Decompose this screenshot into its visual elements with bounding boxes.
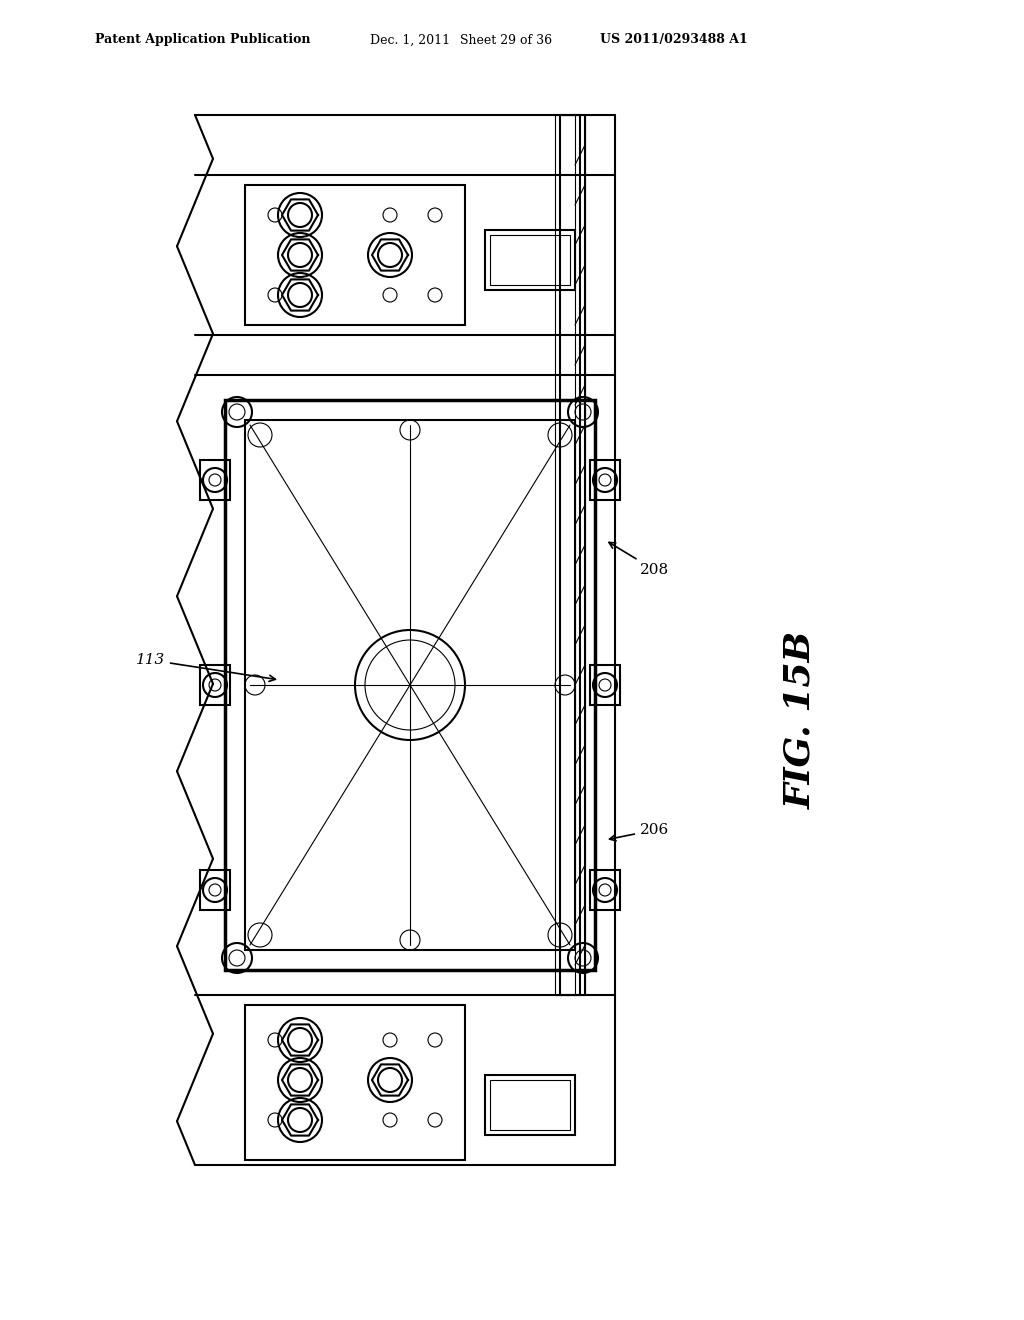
Bar	[590, 459, 620, 500]
Bar	[200, 665, 230, 705]
Bar	[245, 1005, 465, 1160]
Text: 113: 113	[136, 653, 275, 681]
Text: Patent Application Publication: Patent Application Publication	[95, 33, 310, 46]
Text: Dec. 1, 2011: Dec. 1, 2011	[370, 33, 451, 46]
Text: 206: 206	[609, 822, 670, 841]
Text: FIG. 15B: FIG. 15B	[783, 631, 817, 809]
Bar	[485, 1074, 575, 1135]
Bar	[555, 115, 585, 995]
Bar	[200, 459, 230, 500]
Bar	[490, 235, 570, 285]
Bar	[590, 870, 620, 909]
Bar	[200, 870, 230, 909]
Bar	[485, 230, 575, 290]
Bar	[560, 115, 580, 995]
Bar	[590, 665, 620, 705]
Text: 208: 208	[609, 543, 669, 577]
Bar	[245, 185, 465, 325]
Bar	[490, 1080, 570, 1130]
Text: Sheet 29 of 36: Sheet 29 of 36	[460, 33, 552, 46]
Bar	[245, 420, 575, 950]
Bar	[225, 400, 595, 970]
Text: US 2011/0293488 A1: US 2011/0293488 A1	[600, 33, 748, 46]
